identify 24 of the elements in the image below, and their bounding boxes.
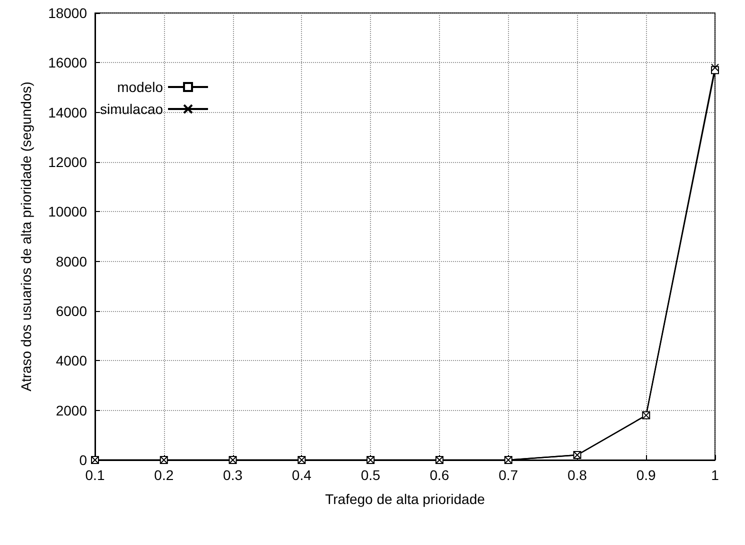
x-tick-label: 0.9	[636, 467, 656, 483]
y-tick-label: 12000	[48, 154, 88, 170]
x-tick-label: 0.4	[292, 467, 312, 483]
y-tick-label: 18000	[48, 5, 88, 21]
x-tick-label: 0.2	[154, 467, 174, 483]
y-tick-label: 4000	[56, 352, 88, 369]
x-tick-label: 1	[711, 467, 720, 483]
x-tick-label: 0.3	[223, 467, 243, 483]
y-tick-label: 10000	[48, 204, 88, 220]
y-tick-label: 6000	[56, 303, 88, 319]
x-tick-label: 0.7	[498, 467, 518, 483]
x-tick-label: 0.5	[360, 467, 380, 483]
y-tick-label: 8000	[56, 253, 88, 270]
y-tick-label: 14000	[48, 104, 88, 120]
x-tick-label: 0.1	[85, 467, 105, 483]
y-tick-label: 16000	[48, 54, 88, 71]
y-tick-label: 2000	[56, 402, 88, 418]
x-tick-label: 0.6	[430, 467, 450, 483]
legend-label: simulacao	[100, 101, 164, 117]
y-tick-label: 0	[79, 452, 88, 468]
x-axis-title: Trafego de alta prioridade	[325, 491, 486, 507]
x-tick-label: 0.8	[567, 467, 588, 483]
legend-label: modelo	[117, 79, 164, 95]
y-axis-title: Atraso dos usuarios de alta prioridade (segundos)	[18, 82, 34, 392]
